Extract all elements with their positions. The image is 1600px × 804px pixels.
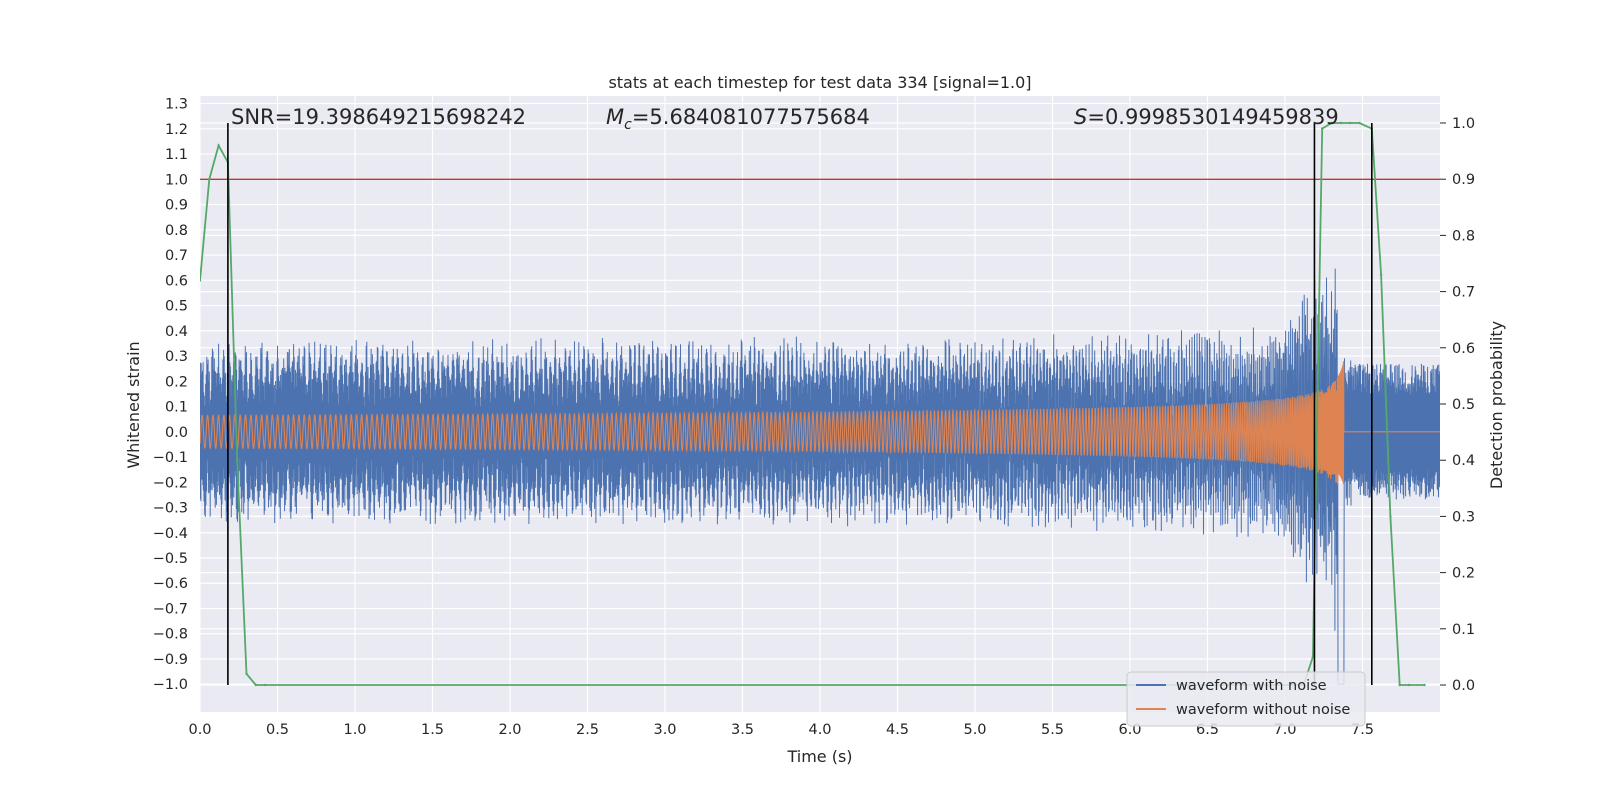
x-tick-label: 1.0: [343, 722, 366, 738]
detection-probability-point: [254, 683, 257, 687]
y-tick-label: 0.5: [165, 299, 188, 315]
y2-tick-label: 0.7: [1452, 285, 1475, 301]
series-clean-line: [200, 360, 1440, 485]
s-annotation: S=0.9998530149459839: [1074, 105, 1339, 129]
mc-value: =5.684081077575684: [632, 105, 870, 129]
y-tick-label: −0.7: [153, 601, 188, 617]
detection-probability-point: [1379, 273, 1383, 276]
y-tick-label: −0.9: [153, 652, 188, 668]
y-tick-label: 1.2: [165, 122, 188, 138]
detection-probability-point: [1348, 121, 1352, 125]
mc-subscript: c: [624, 117, 632, 133]
x-tick-label: 1.5: [421, 722, 444, 738]
y2-tick-label: 0.2: [1452, 566, 1475, 582]
y2-tick-labels: 0.0 0.1 0.2 0.3 0.4 0.5 0.6 0.7 0.8 0.9 1.0: [1440, 116, 1475, 694]
detection-probability-point: [245, 672, 248, 675]
y-tick-label: 0.2: [165, 374, 188, 390]
y-tick-label: 0.4: [165, 324, 188, 340]
detection-probability-point: [217, 144, 220, 147]
x-tick-label: 5.5: [1041, 722, 1064, 738]
x-tick-label: 2.5: [576, 722, 599, 738]
y-tick-label: −0.1: [153, 450, 188, 466]
y2-tick-label: 0.9: [1452, 172, 1475, 188]
x-tick-label: 5.0: [963, 722, 986, 738]
legend-box: [1126, 671, 1366, 727]
detection-probability-point: [263, 683, 267, 687]
y-tick-label: 1.0: [165, 172, 188, 188]
x-tick-label: 3.0: [653, 722, 676, 738]
detection-probability-point: [1358, 121, 1361, 125]
y2-tick-label: 0.6: [1452, 341, 1475, 357]
s-symbol: S: [1074, 105, 1087, 129]
y-tick-label: −0.2: [153, 475, 188, 491]
y-tick-label: 0.8: [165, 223, 188, 239]
x-tick-label: 2.0: [498, 722, 521, 738]
y-axis-label: Whitened strain: [124, 341, 143, 468]
y-tick-label: −0.5: [153, 551, 188, 567]
y-tick-label: −0.4: [153, 526, 188, 542]
detection-probability-point: [208, 178, 211, 181]
y-tick-label: −1.0: [153, 677, 188, 693]
y-tick-label: 1.3: [165, 97, 188, 113]
y-tick-label: 0.1: [165, 400, 188, 416]
mc-annotation: Mc=5.684081077575684: [606, 105, 870, 133]
detection-probability-point: [1407, 683, 1411, 687]
x-tick-label: 4.5: [886, 722, 909, 738]
detection-probability-point: [1423, 683, 1426, 687]
y-tick-label: −0.3: [153, 501, 188, 517]
y2-axis-label: Detection probability: [1487, 321, 1506, 489]
y-tick-label: 0.3: [165, 349, 188, 365]
chart-title: stats at each timestep for test data 334…: [608, 73, 1031, 92]
s-value: =0.9998530149459839: [1087, 105, 1338, 129]
y-tick-label: 0.0: [165, 425, 188, 441]
y2-tick-label: 0.0: [1452, 678, 1475, 694]
y-tick-label: 0.7: [165, 248, 188, 264]
x-tick-label: 0.5: [266, 722, 289, 738]
y-tick-label: 0.9: [165, 198, 188, 214]
detection-probability-point: [1330, 121, 1333, 125]
mc-symbol: M: [606, 105, 624, 129]
legend-label-noise: waveform with noise: [1176, 678, 1327, 694]
y-tick-label: 0.6: [165, 273, 188, 289]
detection-probability-point: [1321, 127, 1324, 130]
y-tick-labels: −1.0 −0.9 −0.8 −0.7 −0.6 −0.5 −0.4 −0.3 −0.2 −0.1…: [153, 97, 188, 694]
detection-probability-point: [236, 459, 239, 462]
x-tick-label: 3.5: [731, 722, 754, 738]
x-axis-label: Time (s): [786, 747, 852, 766]
y2-tick-label: 0.1: [1452, 622, 1475, 638]
legend: waveform with noise waveform without noi…: [1126, 671, 1366, 727]
detection-probability-point: [1389, 515, 1392, 518]
y-tick-label: −0.6: [153, 576, 188, 592]
series-layer: [200, 121, 1440, 687]
legend-label-clean: waveform without noise: [1176, 702, 1350, 718]
y2-tick-label: 0.5: [1452, 397, 1475, 413]
x-tick-labels: 0.0 0.5 1.0 1.5 2.0 2.5 3.0 3.5 4.0 4.5 5.0 5.5 6.0 6…: [188, 722, 1374, 738]
y2-tick-label: 1.0: [1452, 116, 1475, 132]
detection-probability-point: [1339, 121, 1343, 125]
x-tick-label: 0.0: [188, 722, 211, 738]
snr-annotation: SNR=19.398649215698242: [231, 105, 526, 129]
y2-tick-label: 0.8: [1452, 228, 1475, 244]
y-tick-label: −0.8: [153, 627, 188, 643]
y2-tick-label: 0.3: [1452, 509, 1475, 525]
detection-probability-point: [1311, 655, 1315, 659]
detection-probability-point: [200, 279, 202, 282]
y2-tick-label: 0.4: [1452, 453, 1475, 469]
y-tick-label: 1.1: [165, 147, 188, 163]
x-tick-label: 4.0: [808, 722, 831, 738]
detection-probability-point: [1398, 683, 1401, 687]
